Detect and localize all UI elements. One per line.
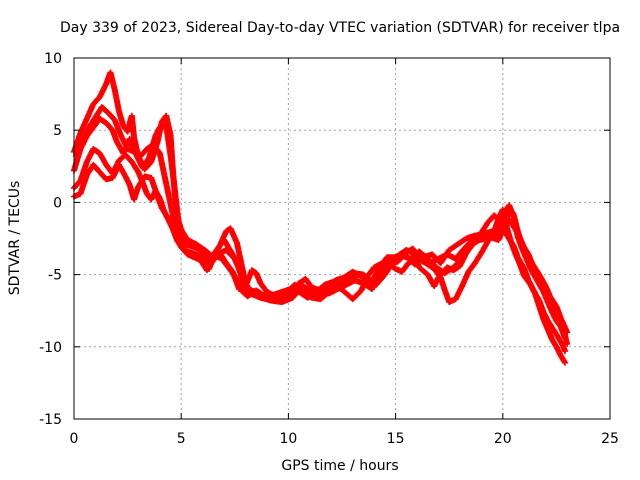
data-point-marker xyxy=(561,359,568,366)
data-points xyxy=(71,69,571,366)
y-tick-label: -10 xyxy=(39,340,62,356)
x-tick-label: 10 xyxy=(279,431,297,447)
chart-title: Day 339 of 2023, Sidereal Day-to-day VTE… xyxy=(60,20,620,36)
series-track-5 xyxy=(73,104,571,336)
x-tick-label: 5 xyxy=(177,431,186,447)
y-tick-label: 10 xyxy=(44,51,62,67)
data-point-marker xyxy=(564,329,571,336)
y-tick-label: -5 xyxy=(48,268,62,284)
plot-frame xyxy=(73,57,611,420)
y-tick-label: 0 xyxy=(53,195,62,211)
data-point-marker xyxy=(564,340,571,347)
y-axis-label: SDTVAR / TECUs xyxy=(7,181,23,296)
axis-ticks: 0 5 10 15 20 25 -15 -10 -5 0 5 10 xyxy=(39,51,619,447)
x-tick-label: 15 xyxy=(387,431,405,447)
x-axis-label: GPS time / hours xyxy=(281,458,398,474)
x-tick-label: 0 xyxy=(70,431,79,447)
grid-lines xyxy=(74,58,610,419)
y-tick-label: 5 xyxy=(53,123,62,139)
x-tick-label: 20 xyxy=(494,431,512,447)
x-tick-label: 25 xyxy=(601,431,619,447)
y-tick-label: -15 xyxy=(39,412,62,428)
data-point-marker xyxy=(561,348,568,355)
